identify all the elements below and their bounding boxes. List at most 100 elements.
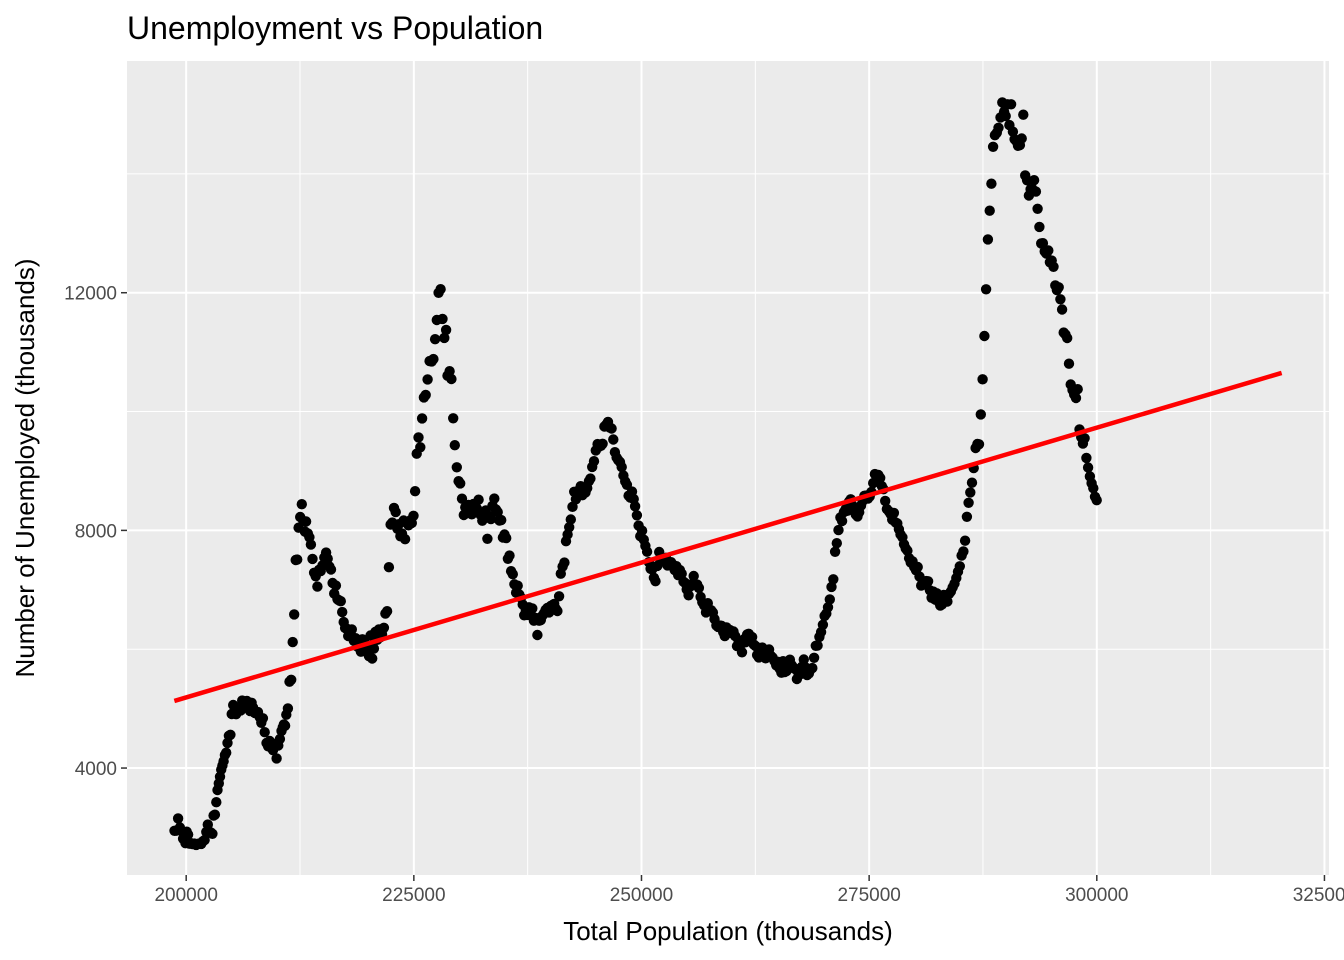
data-point <box>559 557 570 568</box>
data-point <box>415 442 426 453</box>
data-point <box>812 640 823 651</box>
data-point <box>274 733 286 745</box>
data-point <box>485 513 497 525</box>
data-point <box>325 564 337 575</box>
data-point <box>399 534 411 545</box>
data-point <box>565 514 576 525</box>
data-point <box>982 234 994 245</box>
y-tick-label: 4000 <box>75 759 117 780</box>
data-point <box>532 629 543 641</box>
x-tick-label: 200000 <box>154 885 217 906</box>
y-axis-ticks: 4000 8000 12000 <box>64 284 127 780</box>
data-point <box>836 515 848 527</box>
data-point <box>922 576 934 587</box>
chart-title: Unemployment vs Population <box>127 10 543 46</box>
data-point <box>965 487 976 498</box>
data-point <box>1091 495 1102 506</box>
major-gridlines <box>127 61 1329 875</box>
data-point <box>553 591 565 602</box>
data-point <box>489 493 500 504</box>
data-point <box>287 636 298 648</box>
data-point <box>979 330 990 342</box>
data-point <box>880 495 891 507</box>
x-tick-label: 250000 <box>610 885 673 906</box>
data-point <box>337 606 348 618</box>
data-point <box>829 546 841 557</box>
data-point <box>1048 261 1059 272</box>
data-point <box>977 374 988 385</box>
data-point <box>817 619 829 630</box>
data-point <box>606 423 617 434</box>
data-point <box>455 478 466 489</box>
data-point <box>444 366 455 377</box>
data-point <box>1072 384 1083 395</box>
data-point <box>585 473 596 484</box>
data-point <box>650 576 661 587</box>
data-point <box>221 747 232 758</box>
data-point <box>335 596 346 607</box>
data-point <box>292 554 303 565</box>
data-point <box>289 609 300 620</box>
data-point <box>888 507 900 519</box>
data-point <box>963 497 974 508</box>
data-point <box>279 720 291 731</box>
data-point <box>1005 99 1017 110</box>
data-point <box>378 622 390 633</box>
y-axis-title: Number of Unemployed (thousands) <box>10 258 40 677</box>
data-point <box>286 674 297 685</box>
data-point <box>616 461 627 473</box>
data-point <box>482 533 493 544</box>
data-point <box>597 438 608 449</box>
data-point <box>346 624 357 635</box>
data-point <box>736 647 748 658</box>
data-point <box>1037 238 1049 249</box>
data-point <box>282 703 294 714</box>
data-point <box>501 532 512 544</box>
data-point <box>172 813 184 824</box>
data-point <box>993 122 1004 133</box>
data-point <box>440 324 452 336</box>
data-point <box>1063 358 1075 369</box>
data-point <box>199 834 210 846</box>
data-point <box>322 553 333 564</box>
x-axis-ticks: 200000 225000 250000 275000 300000 325000 <box>154 875 1344 906</box>
data-point <box>1032 203 1043 214</box>
data-point <box>409 486 421 497</box>
data-point <box>435 284 446 295</box>
data-point <box>257 713 269 724</box>
data-point <box>305 539 317 550</box>
data-point <box>959 535 971 546</box>
plot-panel <box>127 61 1329 875</box>
data-point <box>296 499 307 510</box>
data-point <box>875 472 886 484</box>
y-tick-label: 12000 <box>64 284 117 305</box>
data-point <box>330 580 342 591</box>
data-point <box>631 510 643 521</box>
data-point <box>429 334 441 345</box>
data-point <box>368 643 380 654</box>
data-point <box>1030 186 1042 197</box>
data-point <box>1028 175 1040 186</box>
data-point <box>527 603 538 614</box>
data-point <box>496 514 507 526</box>
data-point <box>312 581 323 592</box>
data-point <box>211 797 222 808</box>
data-point <box>420 389 431 401</box>
data-point <box>822 602 834 613</box>
data-point <box>512 580 523 591</box>
data-point <box>448 413 459 424</box>
data-point <box>973 439 985 450</box>
data-point <box>1062 332 1073 344</box>
data-point <box>676 568 687 579</box>
data-point <box>437 313 448 325</box>
data-point <box>683 590 694 601</box>
data-point <box>688 570 699 582</box>
data-point <box>1000 110 1011 122</box>
data-point <box>986 178 997 189</box>
data-point <box>439 332 450 344</box>
data-point <box>984 205 995 216</box>
data-point <box>807 662 818 674</box>
data-point <box>588 456 600 467</box>
data-point <box>608 434 619 445</box>
data-point <box>271 753 282 764</box>
